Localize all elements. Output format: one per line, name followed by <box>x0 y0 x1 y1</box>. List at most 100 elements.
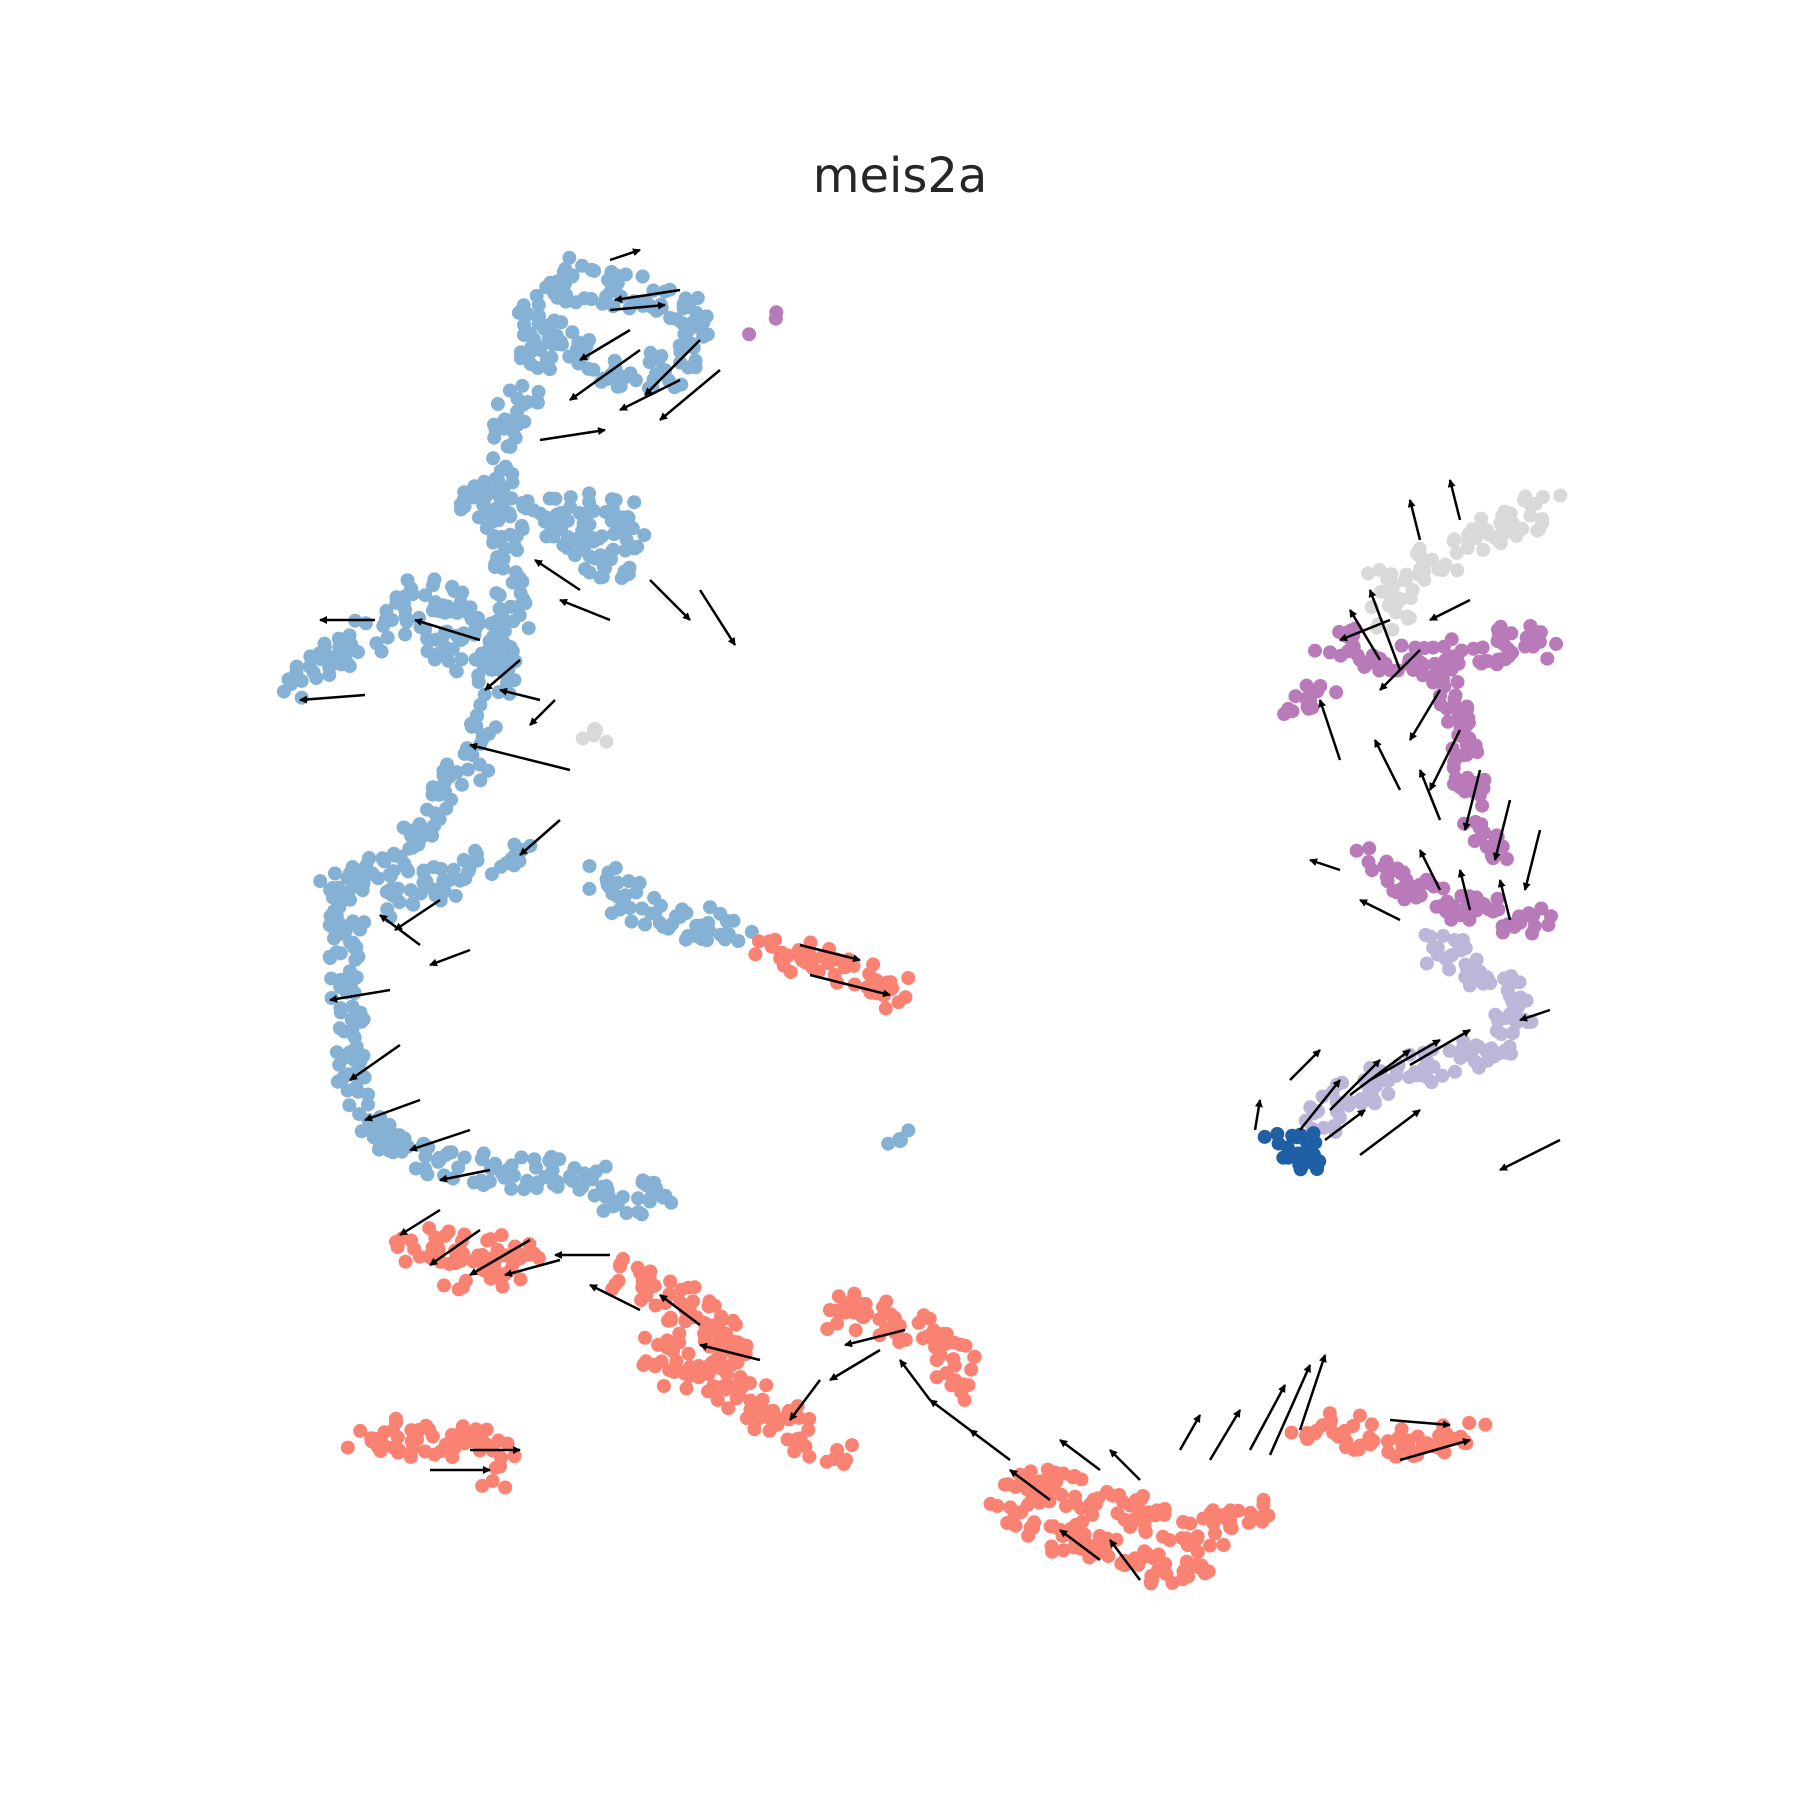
cell-point <box>748 947 763 962</box>
cell-point <box>1540 651 1555 666</box>
cell-point <box>435 630 450 645</box>
cell-point <box>805 951 820 966</box>
cell-point <box>498 1480 513 1495</box>
cell-point <box>1523 508 1538 523</box>
cell-point <box>732 1386 747 1401</box>
cell-point <box>1024 1493 1039 1508</box>
cell-point <box>449 765 464 780</box>
cell-point <box>672 1326 687 1341</box>
cell-point <box>1442 962 1457 977</box>
cell-point <box>306 665 321 680</box>
cell-point <box>1458 941 1473 956</box>
cell-point <box>322 660 337 675</box>
cell-point <box>399 614 414 629</box>
cell-point <box>494 1228 509 1243</box>
cell-point <box>404 1233 419 1248</box>
cell-point <box>642 355 657 370</box>
cell-point <box>406 897 421 912</box>
cell-point <box>600 874 614 889</box>
velocity-arrow <box>614 288 681 303</box>
cell-point <box>332 1057 347 1072</box>
cell-point <box>857 1297 872 1312</box>
cell-point <box>516 592 531 607</box>
velocity-arrow <box>1359 1109 1421 1156</box>
velocity-arrow <box>569 348 641 402</box>
cell-point <box>342 866 357 881</box>
cell-point <box>669 312 684 327</box>
cell-point <box>458 871 473 886</box>
cell-point <box>324 971 339 986</box>
cell-point <box>380 902 395 917</box>
cell-point <box>514 1150 529 1165</box>
velocity-arrow <box>1399 1438 1471 1462</box>
cell-point <box>342 1098 357 1113</box>
cell-point <box>721 1401 736 1416</box>
cell-point <box>1414 655 1429 670</box>
cell-point <box>769 305 784 320</box>
cell-point <box>608 284 623 299</box>
cell-point <box>1436 672 1450 687</box>
cell-point <box>663 1274 678 1289</box>
cell-point <box>487 417 501 432</box>
cell-point <box>563 1172 578 1187</box>
velocity-arrow <box>844 1328 906 1348</box>
velocity-arrow <box>969 1429 1011 1461</box>
cell-point <box>1456 1034 1471 1049</box>
cell-point <box>691 1359 706 1373</box>
cell-point <box>915 1331 930 1346</box>
cell-point <box>493 1459 507 1474</box>
cell-point <box>460 762 475 777</box>
cell-point <box>546 529 561 544</box>
cell-point <box>1444 912 1459 927</box>
cell-point <box>1003 1500 1018 1515</box>
cell-point <box>1499 852 1514 866</box>
cell-point <box>869 973 884 988</box>
cell-point <box>545 1163 560 1178</box>
velocity-arrow <box>1368 589 1402 671</box>
cell-point <box>491 1433 506 1448</box>
cell-point <box>515 522 530 537</box>
cell-point <box>1439 1426 1454 1441</box>
cell-point <box>432 646 447 661</box>
cell-point <box>1056 1543 1071 1558</box>
cell-point <box>1054 1487 1069 1502</box>
velocity-arrow <box>1418 769 1442 821</box>
velocity-arrow <box>649 579 691 621</box>
velocity-arrow <box>409 1128 471 1152</box>
cell-point <box>317 640 332 655</box>
cell-point <box>1342 1094 1357 1109</box>
cell-point <box>1397 892 1412 907</box>
cell-point <box>333 1001 348 1016</box>
cell-point <box>1105 1488 1120 1503</box>
cell-point <box>673 910 687 925</box>
cell-point <box>356 1012 371 1027</box>
cell-point <box>1137 1516 1152 1531</box>
cell-point <box>891 995 906 1010</box>
cell-point <box>1300 700 1315 714</box>
cell-point <box>643 1264 658 1279</box>
cell-point <box>1450 675 1465 690</box>
cell-point <box>1461 711 1476 726</box>
velocity-arrow <box>1298 1354 1327 1431</box>
cell-point <box>1426 640 1441 655</box>
velocity-arrow <box>1389 1418 1451 1429</box>
cell-point <box>1419 956 1434 971</box>
cell-point <box>352 877 367 892</box>
cell-point <box>388 848 403 863</box>
velocity-arrow <box>534 558 581 592</box>
cell-point <box>454 777 469 792</box>
velocity-arrow <box>1348 609 1382 661</box>
cell-point <box>1411 567 1426 582</box>
cell-point <box>1470 745 1485 760</box>
cell-point <box>453 633 468 648</box>
velocity-arrow <box>1522 829 1542 891</box>
cell-point <box>477 474 492 489</box>
cell-point <box>596 371 611 386</box>
cell-point <box>1441 950 1456 965</box>
cell-point <box>681 360 696 375</box>
cell-point <box>447 584 462 598</box>
cell-point <box>542 491 557 506</box>
cell-point <box>618 267 633 282</box>
cell-point <box>587 1188 602 1203</box>
cell-point <box>819 1454 834 1469</box>
